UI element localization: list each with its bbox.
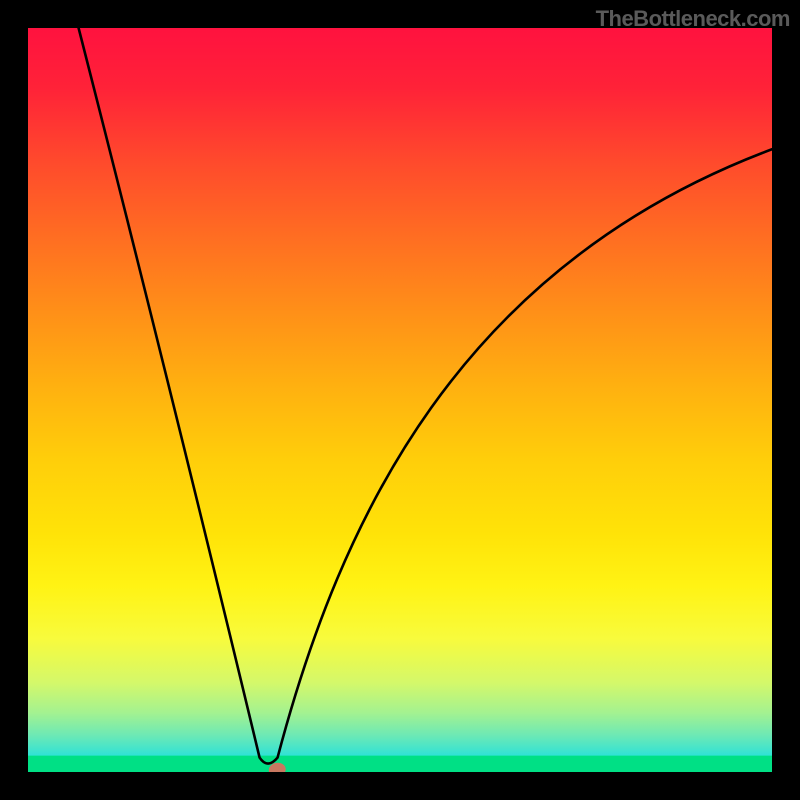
chart-container: TheBottleneck.com bbox=[0, 0, 800, 800]
watermark-text: TheBottleneck.com bbox=[596, 6, 790, 32]
bottleneck-chart bbox=[0, 0, 800, 800]
chart-background-gradient bbox=[28, 28, 772, 772]
chart-baseline-band bbox=[28, 756, 772, 772]
